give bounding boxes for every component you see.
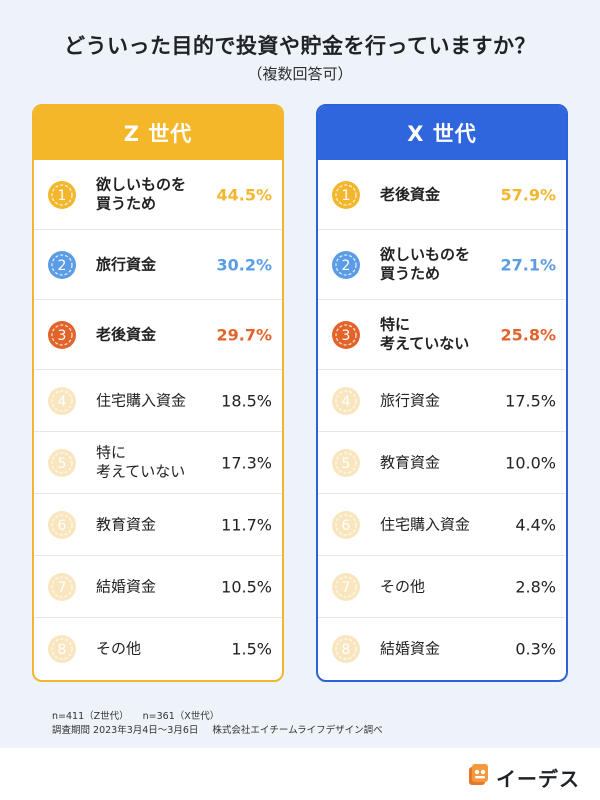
survey-source: 株式会社エイチームライフデザイン調べ	[212, 724, 383, 736]
rank-number: 1	[342, 188, 351, 204]
ranking-label: 特に 考えていない	[380, 315, 470, 353]
rank-medal-icon: 6	[331, 510, 361, 540]
ranking-label: 旅行資金	[380, 390, 441, 409]
rank-medal-icon: 8	[47, 634, 77, 664]
ranking-value: 17.5%	[505, 391, 556, 410]
ranking-row: 7 結婚資金 10.5%	[34, 556, 282, 618]
rank-number: 4	[342, 394, 351, 410]
ranking-value: 10.5%	[221, 577, 272, 596]
ranking-label: 老後資金	[380, 184, 441, 203]
ranking-row: 8 結婚資金 0.3%	[318, 618, 566, 680]
rank-number: 8	[342, 642, 351, 658]
rank-medal-icon: 3	[47, 320, 77, 350]
rank-number: 8	[58, 642, 67, 658]
ranking-value: 30.2%	[216, 255, 272, 274]
ranking-value: 17.3%	[221, 453, 272, 472]
rank-medal-icon: 1	[47, 180, 77, 210]
sample-size-x: n=361（X世代）	[142, 711, 220, 722]
ranking-row: 6 教育資金 11.7%	[34, 494, 282, 556]
rank-medal-icon: 8	[331, 634, 361, 664]
ranking-value: 57.9%	[500, 185, 556, 204]
rank-number: 3	[342, 328, 351, 344]
ranking-value: 1.5%	[231, 639, 272, 659]
sample-size-z: n=411（Z世代）	[52, 711, 129, 722]
ranking-value: 44.5%	[216, 185, 272, 204]
rank-number: 2	[342, 258, 351, 274]
z-generation-panel: Z 世代 1 欲しいものを 買うため 44.5% 2 旅行資金 30.2% 3 老後資金 29.…	[32, 104, 284, 682]
rank-number: 5	[342, 456, 351, 472]
x-generation-panel: X 世代 1 老後資金 57.9% 2 欲しいものを 買うため 27.1% 3 特に 考えてい…	[316, 104, 568, 682]
ranking-label: 住宅購入資金	[380, 514, 471, 533]
ranking-label: 教育資金	[380, 452, 441, 471]
ranking-row: 6 住宅購入資金 4.4%	[318, 494, 566, 556]
rank-medal-icon: 4	[47, 386, 77, 416]
x-generation-rows: 1 老後資金 57.9% 2 欲しいものを 買うため 27.1% 3 特に 考えていない 25.…	[318, 160, 566, 680]
x-generation-header: X 世代	[318, 106, 566, 160]
page-title: どういった目的で投資や貯金を行っていますか？	[64, 34, 536, 58]
rank-number: 1	[58, 188, 67, 204]
ranking-value: 11.7%	[221, 515, 272, 534]
ranking-label: その他	[380, 576, 426, 595]
ranking-row: 2 旅行資金 30.2%	[34, 230, 282, 300]
ranking-row: 3 老後資金 29.7%	[34, 300, 282, 370]
logo-text: イーデス	[496, 766, 580, 791]
ranking-label: 欲しいものを 買うため	[380, 245, 471, 283]
ranking-label: 結婚資金	[96, 576, 157, 595]
rank-medal-icon: 5	[331, 448, 361, 478]
ranking-label: 旅行資金	[96, 254, 157, 273]
ranking-label: 結婚資金	[380, 639, 441, 658]
ranking-label: 欲しいものを 買うため	[96, 175, 187, 213]
ranking-row: 3 特に 考えていない 25.8%	[318, 300, 566, 370]
ranking-value: 18.5%	[221, 391, 272, 410]
ranking-label: その他	[96, 639, 142, 658]
ranking-row: 7 その他 2.8%	[318, 556, 566, 618]
ranking-value: 27.1%	[500, 255, 556, 274]
rank-number: 3	[58, 328, 67, 344]
ranking-value: 25.8%	[500, 325, 556, 344]
footer-notes: n=411（Z世代） n=361（X世代） 調査期間 2023年3月4日～3月6日…	[52, 710, 383, 738]
ranking-value: 0.3%	[515, 639, 556, 659]
rank-number: 5	[58, 456, 67, 472]
ranking-row: 5 教育資金 10.0%	[318, 432, 566, 494]
ranking-label: 老後資金	[96, 324, 157, 343]
z-generation-rows: 1 欲しいものを 買うため 44.5% 2 旅行資金 30.2% 3 老後資金 29.7% 4 住宅…	[34, 160, 282, 680]
rank-medal-icon: 6	[47, 510, 77, 540]
ranking-row: 5 特に 考えていない 17.3%	[34, 432, 282, 494]
rank-number: 6	[342, 518, 351, 534]
ranking-label: 教育資金	[96, 514, 157, 533]
rank-medal-icon: 4	[331, 386, 361, 416]
survey-period: 調査期間 2023年3月4日～3月6日	[52, 724, 199, 736]
ranking-row: 4 住宅購入資金 18.5%	[34, 370, 282, 432]
rank-number: 7	[58, 580, 67, 596]
z-generation-header: Z 世代	[34, 106, 282, 160]
rank-medal-icon: 3	[331, 320, 361, 350]
page-subtitle: （複数回答可）	[247, 65, 353, 83]
ranking-value: 4.4%	[515, 515, 556, 534]
ranking-label: 住宅購入資金	[96, 390, 187, 409]
ranking-row: 2 欲しいものを 買うため 27.1%	[318, 230, 566, 300]
rank-medal-icon: 2	[331, 250, 361, 280]
main-area: どういった目的で投資や貯金を行っていますか？ （複数回答可） Z 世代 1 欲しい…	[0, 0, 600, 748]
rank-medal-icon: 2	[47, 250, 77, 280]
logo-mark-icon	[466, 762, 492, 792]
ranking-row: 1 老後資金 57.9%	[318, 160, 566, 230]
rank-medal-icon: 1	[331, 180, 361, 210]
rank-number: 7	[342, 580, 351, 596]
rank-medal-icon: 7	[331, 572, 361, 602]
ranking-value: 2.8%	[515, 577, 556, 596]
rank-number: 4	[58, 394, 67, 410]
rank-medal-icon: 7	[47, 572, 77, 602]
ranking-row: 1 欲しいものを 買うため 44.5%	[34, 160, 282, 230]
ranking-row: 8 その他 1.5%	[34, 618, 282, 680]
ranking-label: 特に 考えていない	[96, 443, 186, 481]
brand-logo: イーデス	[466, 762, 580, 792]
ranking-value: 10.0%	[505, 453, 556, 472]
rank-number: 2	[58, 258, 67, 274]
rank-number: 6	[58, 518, 67, 534]
ranking-row: 4 旅行資金 17.5%	[318, 370, 566, 432]
ranking-value: 29.7%	[216, 325, 272, 344]
rank-medal-icon: 5	[47, 448, 77, 478]
